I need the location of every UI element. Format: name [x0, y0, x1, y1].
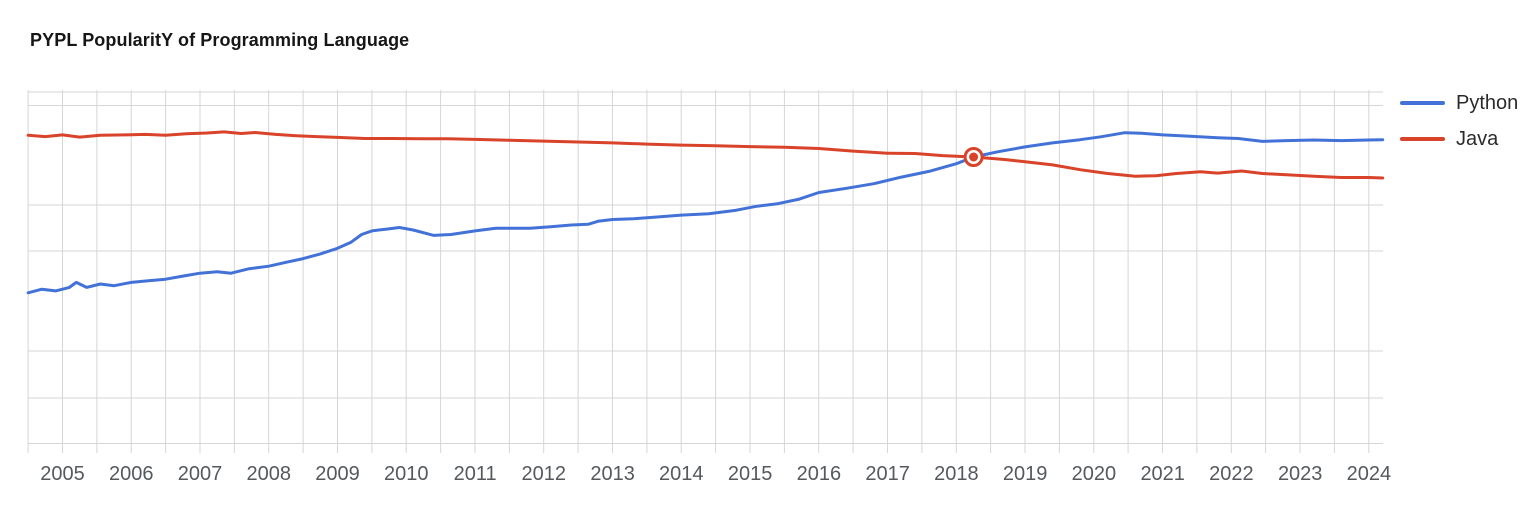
- chart-title: PYPL PopularitY of Programming Language: [30, 30, 410, 50]
- legend: Python Java: [1400, 92, 1518, 164]
- python-line-swatch-icon: [1400, 101, 1445, 105]
- legend-label: Python: [1456, 91, 1519, 114]
- legend-label: Java: [1456, 127, 1499, 150]
- java-series-line[interactable]: [26, 130, 1385, 180]
- legend-item-python: Python: [1400, 92, 1518, 114]
- legend-item-java: Java: [1400, 128, 1518, 150]
- java-line-swatch-icon: [1400, 137, 1445, 141]
- python-series-line[interactable]: [26, 131, 1385, 295]
- crossover-marker-dot: [969, 152, 979, 162]
